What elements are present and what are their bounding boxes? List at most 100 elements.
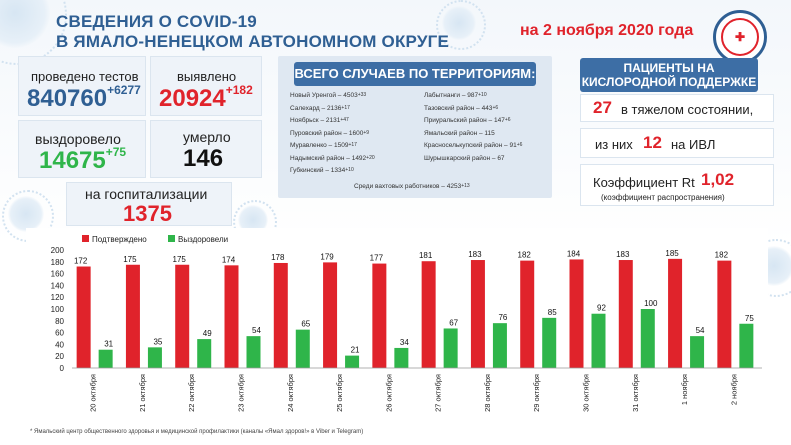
data-label: 179	[320, 252, 334, 261]
tests-number: 840760	[27, 85, 108, 112]
territory-value: 91	[509, 142, 517, 149]
x-axis: 20 октября 21 октября 22 октября 23 октября…	[72, 367, 762, 412]
bar-confirmed	[668, 258, 683, 368]
x-tick-label: 23 октября	[237, 374, 246, 412]
bar-recovered	[492, 323, 507, 368]
legend-label: Подтверждено	[92, 235, 147, 244]
shift-workers-row: Среди вахтовых работников – 4253+13	[354, 183, 470, 190]
bar-recovered	[542, 317, 557, 368]
legend-swatch	[168, 235, 175, 242]
detected-number: 20924	[159, 85, 226, 112]
oxygen-heading-line-2: КИСЛОРОДНОЙ ПОДДЕРЖКЕ	[581, 75, 757, 89]
territories-heading: ВСЕГО СЛУЧАЕВ ПО ТЕРРИТОРИЯМ:	[294, 62, 536, 86]
data-label: 85	[548, 308, 557, 317]
x-tick-label: 2 ноября	[729, 374, 738, 405]
x-tick-label: 25 октября	[335, 374, 344, 412]
data-label: 175	[123, 255, 137, 264]
territory-row: Ямальский район – 115	[424, 130, 495, 137]
territory-name: Красноселькупский район –	[424, 142, 510, 149]
cases-bar-chart: Подтверждено Выздоровели 0 20 40 60 80 100 120 1…	[26, 228, 768, 428]
legend-swatch	[82, 235, 89, 242]
data-label: 181	[419, 251, 433, 260]
territories-panel: ВСЕГО СЛУЧАЕВ ПО ТЕРРИТОРИЯМ: Новый Урен…	[278, 56, 552, 198]
ivl-prefix: из них	[595, 137, 633, 152]
territory-row: Ноябрьск – 2131+47	[290, 117, 349, 124]
severe-text: в тяжелом состоянии,	[621, 102, 754, 117]
bar-recovered	[591, 313, 606, 368]
title-line-1: СВЕДЕНИЯ О COVID-19	[56, 12, 257, 31]
rt-label: Коэффициент Rt	[593, 175, 695, 190]
territory-delta: +10	[345, 167, 354, 173]
territory-row: Приуральский район – 147+6	[424, 117, 511, 124]
data-label: 34	[400, 338, 409, 347]
bar-recovered	[98, 349, 113, 368]
territory-delta: +33	[357, 92, 367, 98]
territory-row: Губкинский – 1334+10	[290, 167, 354, 174]
territory-value: 1334	[330, 167, 346, 174]
bar-recovered	[147, 347, 162, 368]
bar-recovered	[197, 339, 212, 368]
bar-recovered	[690, 336, 705, 368]
tests-card: проведено тестов 840760+6277	[18, 56, 146, 116]
territory-row: Лабытнанги – 987+10	[424, 92, 487, 99]
bar-confirmed	[224, 265, 239, 368]
territory-name: Лабытнанги –	[424, 92, 468, 99]
territory-value: 443	[481, 104, 493, 112]
bar-confirmed	[372, 263, 387, 368]
data-label: 54	[252, 326, 261, 335]
data-label: 21	[351, 346, 360, 355]
territory-delta: +6	[516, 142, 523, 148]
territory-row: Надымский район – 1492+20	[290, 155, 375, 162]
x-tick-label: 30 октября	[582, 374, 591, 412]
y-axis: 0 20 40 60 80 100 120 140 160 180 200	[51, 246, 65, 373]
territory-value: 987	[467, 92, 479, 99]
severe-row: 27 в тяжелом состоянии,	[580, 94, 774, 122]
data-label: 35	[153, 337, 162, 346]
y-tick-label: 60	[55, 329, 64, 338]
hospital-card: на госпитализации 1375	[66, 182, 232, 226]
territory-row: Красноселькупский район – 91+6	[424, 142, 522, 149]
territory-delta: +20	[366, 154, 375, 161]
x-tick-label: 24 октября	[286, 374, 295, 412]
rt-card: Коэффициент Rt 1,02 (коэффициент распрос…	[580, 164, 774, 206]
ivl-suffix: на ИВЛ	[671, 137, 716, 152]
data-label: 49	[203, 329, 212, 338]
tests-label: проведено тестов	[31, 69, 139, 84]
bar-confirmed	[618, 260, 633, 368]
territory-value: 1492	[351, 154, 367, 162]
data-label: 175	[173, 255, 187, 264]
territory-delta: +17	[348, 142, 357, 148]
data-label: 92	[597, 304, 606, 313]
logo-inner-icon: ✚	[721, 18, 759, 56]
rt-sub: (коэффициент распространения)	[601, 193, 725, 202]
bar-confirmed	[125, 264, 140, 368]
territory-value: 115	[484, 129, 495, 137]
recovered-value: 14675+75	[39, 145, 126, 175]
bar-recovered	[246, 336, 261, 368]
tests-value: 840760+6277	[27, 83, 141, 113]
bar-recovered	[394, 347, 409, 368]
bar-confirmed	[470, 260, 485, 368]
territory-value: 147	[493, 117, 505, 124]
hospital-value: 1375	[123, 201, 172, 226]
territory-value: 4503	[343, 92, 358, 99]
y-tick-label: 40	[55, 340, 64, 349]
territory-name: Салехард –	[290, 104, 327, 112]
territory-row: Шурышкарский район – 67	[424, 155, 505, 162]
legend-label: Выздоровели	[178, 235, 228, 244]
territory-delta: +6	[504, 117, 511, 123]
shift-workers-value: 4253	[446, 183, 462, 190]
territory-row: Муравленко – 1509+17	[290, 142, 357, 149]
detected-value: 20924+182	[159, 83, 253, 113]
bar-confirmed	[76, 266, 91, 368]
tests-delta: +6277	[107, 83, 141, 97]
bar-confirmed	[175, 264, 190, 368]
virus-decoration	[0, 0, 67, 65]
data-label: 75	[745, 314, 754, 323]
bar-confirmed	[421, 261, 436, 368]
footer-source: * Ямальский центр общественного здоровья…	[30, 429, 364, 435]
y-tick-label: 120	[51, 293, 65, 302]
territory-row: Тазовский район – 443+6	[424, 105, 498, 112]
shift-workers-label: Среди вахтовых работников –	[354, 183, 445, 190]
territory-name: Тазовский район –	[424, 104, 482, 112]
